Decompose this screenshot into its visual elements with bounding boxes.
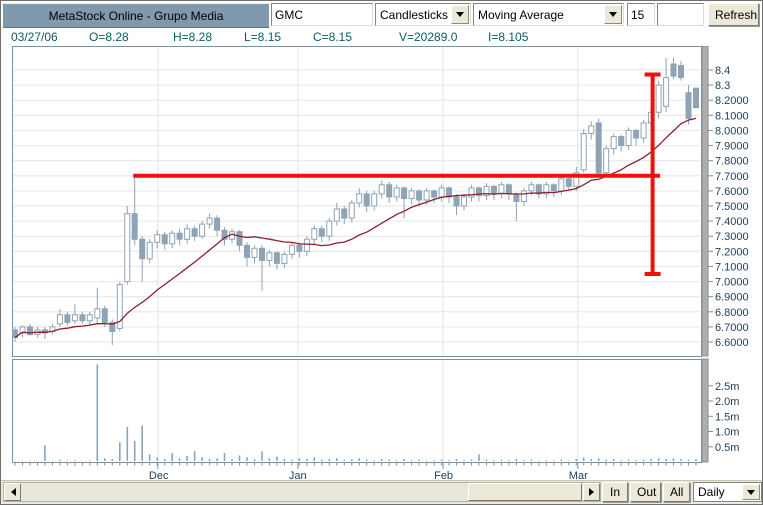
window-title-bar: MetaStock Online - Grupo Media <box>3 3 269 28</box>
price-axis: 8.4 8.3 8.2000 8.1000 8.0000 7.9000 7.8000 7.70… <box>708 65 749 349</box>
svg-text:Dec: Dec <box>149 470 169 480</box>
chevron-down-icon <box>747 489 755 499</box>
annotation-lines[interactable] <box>133 72 661 276</box>
svg-text:6.6000: 6.6000 <box>715 337 749 349</box>
svg-text:8.3: 8.3 <box>715 80 730 92</box>
quote-info-bar: 03/27/06 O=8.28 H=8.28 L=8.15 C=8.15 V=2… <box>1 29 762 45</box>
quote-close: C=8.15 <box>313 30 353 44</box>
svg-text:6.9000: 6.9000 <box>715 292 749 304</box>
volume-axis: 2.5m 2.0m 1.5m 1.0m 0.5m <box>708 381 739 454</box>
quote-indicator: I=8.105 <box>488 30 529 44</box>
svg-text:7.7000: 7.7000 <box>715 171 749 183</box>
svg-text:7.9000: 7.9000 <box>715 141 749 153</box>
chevron-down-icon <box>609 12 617 21</box>
scrollbar-thumb[interactable] <box>468 483 582 501</box>
svg-text:7.0000: 7.0000 <box>715 277 749 289</box>
indicator-select[interactable]: Moving Average <box>473 3 624 26</box>
volume-pane <box>12 359 702 463</box>
window-title: MetaStock Online - Grupo Media <box>48 8 224 23</box>
price-volume-chart[interactable]: 8.4 8.3 8.2000 8.1000 8.0000 7.9000 7.8000 7.70… <box>1 46 763 480</box>
svg-text:Jan: Jan <box>289 470 307 480</box>
zoom-out-button[interactable]: Out <box>630 482 661 502</box>
svg-text:8.1000: 8.1000 <box>715 110 749 122</box>
svg-text:6.7000: 6.7000 <box>715 322 749 334</box>
symbol-input[interactable] <box>271 3 373 26</box>
arrow-right-icon <box>588 488 598 496</box>
quote-volume: V=20289.0 <box>399 30 458 44</box>
svg-text:7.6000: 7.6000 <box>715 186 749 198</box>
svg-text:0.5m: 0.5m <box>715 442 739 454</box>
volume-axis-scrollbar[interactable] <box>701 358 709 463</box>
svg-text:8.4: 8.4 <box>715 65 730 77</box>
indicator-value: Moving Average <box>478 7 564 22</box>
parameter-input[interactable] <box>657 3 704 26</box>
svg-text:7.5000: 7.5000 <box>715 201 749 213</box>
time-grid <box>157 47 579 461</box>
svg-text:8.0000: 8.0000 <box>715 125 749 137</box>
indicator-dropdown-button[interactable] <box>604 5 622 24</box>
svg-text:Mar: Mar <box>569 470 588 480</box>
svg-text:1.0m: 1.0m <box>715 427 739 439</box>
arrow-left-icon <box>7 488 16 496</box>
svg-text:1.5m: 1.5m <box>715 411 739 423</box>
quote-high: H=8.28 <box>173 30 213 44</box>
scroll-left-button[interactable] <box>4 483 21 501</box>
price-axis-scrollbar[interactable] <box>701 46 709 357</box>
bottom-bar: In Out All Daily <box>1 480 762 504</box>
chart-type-dropdown-button[interactable] <box>451 5 469 24</box>
svg-text:7.4000: 7.4000 <box>715 216 749 228</box>
horizontal-scrollbar[interactable] <box>3 482 601 502</box>
svg-text:7.2000: 7.2000 <box>715 246 749 258</box>
chevron-down-icon <box>456 12 464 21</box>
period-input[interactable] <box>627 3 655 26</box>
chart-type-value: Candlesticks <box>380 7 449 22</box>
timeframe-dropdown-button[interactable] <box>742 484 760 500</box>
svg-text:2.5m: 2.5m <box>715 381 739 393</box>
refresh-button[interactable]: Refresh <box>708 3 759 26</box>
scroll-right-button[interactable] <box>583 483 600 501</box>
quote-low: L=8.15 <box>244 30 282 44</box>
svg-text:8.2000: 8.2000 <box>715 95 749 107</box>
zoom-in-button[interactable]: In <box>602 482 628 502</box>
timeframe-select[interactable]: Daily <box>693 482 762 502</box>
svg-text:7.8000: 7.8000 <box>715 156 749 168</box>
quote-open: O=8.28 <box>89 30 129 44</box>
quote-date: 03/27/06 <box>11 30 58 44</box>
svg-text:6.8000: 6.8000 <box>715 307 749 319</box>
timeframe-value: Daily <box>698 485 725 499</box>
moving-average-line <box>14 117 697 339</box>
svg-text:7.3000: 7.3000 <box>715 231 749 243</box>
svg-text:Feb: Feb <box>434 470 453 480</box>
svg-text:2.0m: 2.0m <box>715 396 739 408</box>
time-axis: Dec Jan Feb Mar <box>14 463 697 480</box>
chart-type-select[interactable]: Candlesticks <box>375 3 471 26</box>
svg-text:7.1000: 7.1000 <box>715 261 749 273</box>
volume-bars <box>14 364 697 462</box>
zoom-all-button[interactable]: All <box>663 482 690 502</box>
candles <box>12 57 699 345</box>
